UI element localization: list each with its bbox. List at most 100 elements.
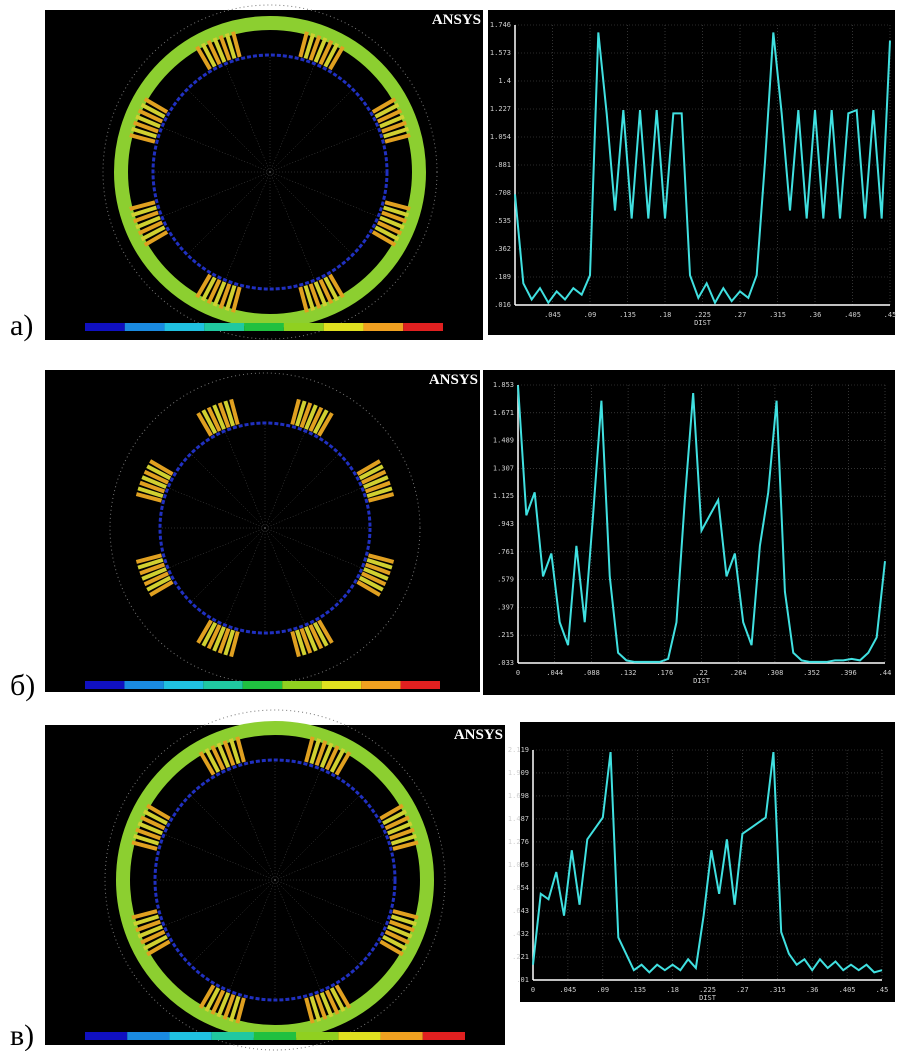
tooth <box>141 567 167 581</box>
tooth <box>146 803 171 821</box>
x-tick-label: .27 <box>736 986 749 994</box>
x-tick-label: .396 <box>840 669 857 677</box>
tooth <box>229 398 240 426</box>
y-tick-label: 1.487 <box>508 815 529 823</box>
tooth <box>358 464 384 481</box>
y-tick-label: .397 <box>497 603 514 611</box>
tooth <box>231 31 242 58</box>
field-lines <box>109 372 421 684</box>
data-line <box>514 32 891 305</box>
tooth <box>290 630 301 658</box>
flux-line <box>269 65 315 173</box>
y-tick-label: .016 <box>494 301 511 309</box>
x-tick-label: .045 <box>559 986 576 994</box>
tooth <box>389 827 415 841</box>
tooth <box>135 215 161 230</box>
x-tick-label: .225 <box>694 311 711 319</box>
tooth <box>356 459 381 476</box>
x-tick-label: .045 <box>544 311 561 319</box>
tooth <box>146 464 172 481</box>
tooth <box>334 984 352 1009</box>
flux-line <box>188 171 271 254</box>
tooth <box>363 475 389 489</box>
tooth <box>143 469 169 485</box>
tooth <box>137 557 164 570</box>
tooth <box>392 909 419 920</box>
x-tick-label: .36 <box>809 311 822 319</box>
tooth <box>218 283 232 310</box>
y-tick-label: .708 <box>494 189 511 197</box>
color-bar <box>127 1032 170 1040</box>
tooth <box>135 919 161 933</box>
field-lines <box>102 4 438 340</box>
color-bar <box>169 1032 212 1040</box>
tooth <box>390 914 417 927</box>
flux-line <box>269 90 352 173</box>
stator-ring <box>114 16 426 328</box>
tooth <box>140 929 166 945</box>
x-tick-label: .45 <box>876 986 889 994</box>
tooth <box>206 406 222 432</box>
color-bar <box>321 681 362 689</box>
y-tick-label: .033 <box>497 659 514 667</box>
tooth <box>216 742 231 769</box>
tooth <box>323 276 340 302</box>
x-tick-label: .176 <box>656 669 673 677</box>
x-tick-label: .135 <box>619 311 636 319</box>
flux-line <box>269 127 377 173</box>
x-tick-label: .308 <box>766 669 783 677</box>
y-tick-label: .221 <box>512 953 529 961</box>
tooth <box>149 580 174 597</box>
flux-line <box>163 127 271 173</box>
x-tick-label: .315 <box>769 311 786 319</box>
x-tick-label: .044 <box>546 669 563 677</box>
tooth <box>196 619 213 644</box>
tooth <box>304 404 318 430</box>
tooth <box>217 627 231 654</box>
tooth <box>312 621 329 647</box>
tooth <box>196 412 213 437</box>
color-bar <box>211 1032 254 1040</box>
flux-line <box>264 454 339 529</box>
tooth <box>318 278 334 305</box>
y-tick-label: 1.054 <box>490 133 511 141</box>
y-tick-label: .01 <box>516 976 529 984</box>
tooth <box>328 273 345 299</box>
x-tick-label: .264 <box>730 669 747 677</box>
x-axis-label: DIST <box>699 994 717 1002</box>
flux-line <box>191 527 266 602</box>
tooth <box>198 984 216 1009</box>
tooth <box>304 626 318 652</box>
tooth <box>294 400 307 427</box>
color-bar <box>85 1032 128 1040</box>
tooth <box>298 31 309 58</box>
tooth <box>318 39 334 66</box>
tooth <box>329 747 346 773</box>
tooth <box>130 205 158 218</box>
y-tick-label: 1.276 <box>508 838 529 846</box>
y-tick-label: .643 <box>512 907 529 915</box>
tooth <box>379 114 405 129</box>
data-line <box>532 751 883 974</box>
tooth <box>324 989 340 1015</box>
tooth <box>304 736 315 763</box>
y-tick-label: 1.125 <box>493 492 514 500</box>
tooth <box>212 281 227 307</box>
tooth <box>392 840 419 851</box>
tooth <box>382 205 410 218</box>
y-tick-label: .881 <box>494 161 511 169</box>
color-bar <box>338 1032 381 1040</box>
y-tick-label: .761 <box>497 548 514 556</box>
flux-line <box>269 171 315 279</box>
tooth <box>382 126 410 139</box>
y-tick-label: .943 <box>497 520 514 528</box>
tooth <box>319 742 334 769</box>
flux-line <box>225 432 266 529</box>
tooth <box>223 629 236 656</box>
tooth <box>212 404 226 430</box>
color-bar <box>422 1032 465 1040</box>
tooth <box>328 45 345 71</box>
x-tick-label: .45 <box>884 311 897 319</box>
flux-line <box>169 488 266 529</box>
x-tick-label: .18 <box>659 311 672 319</box>
